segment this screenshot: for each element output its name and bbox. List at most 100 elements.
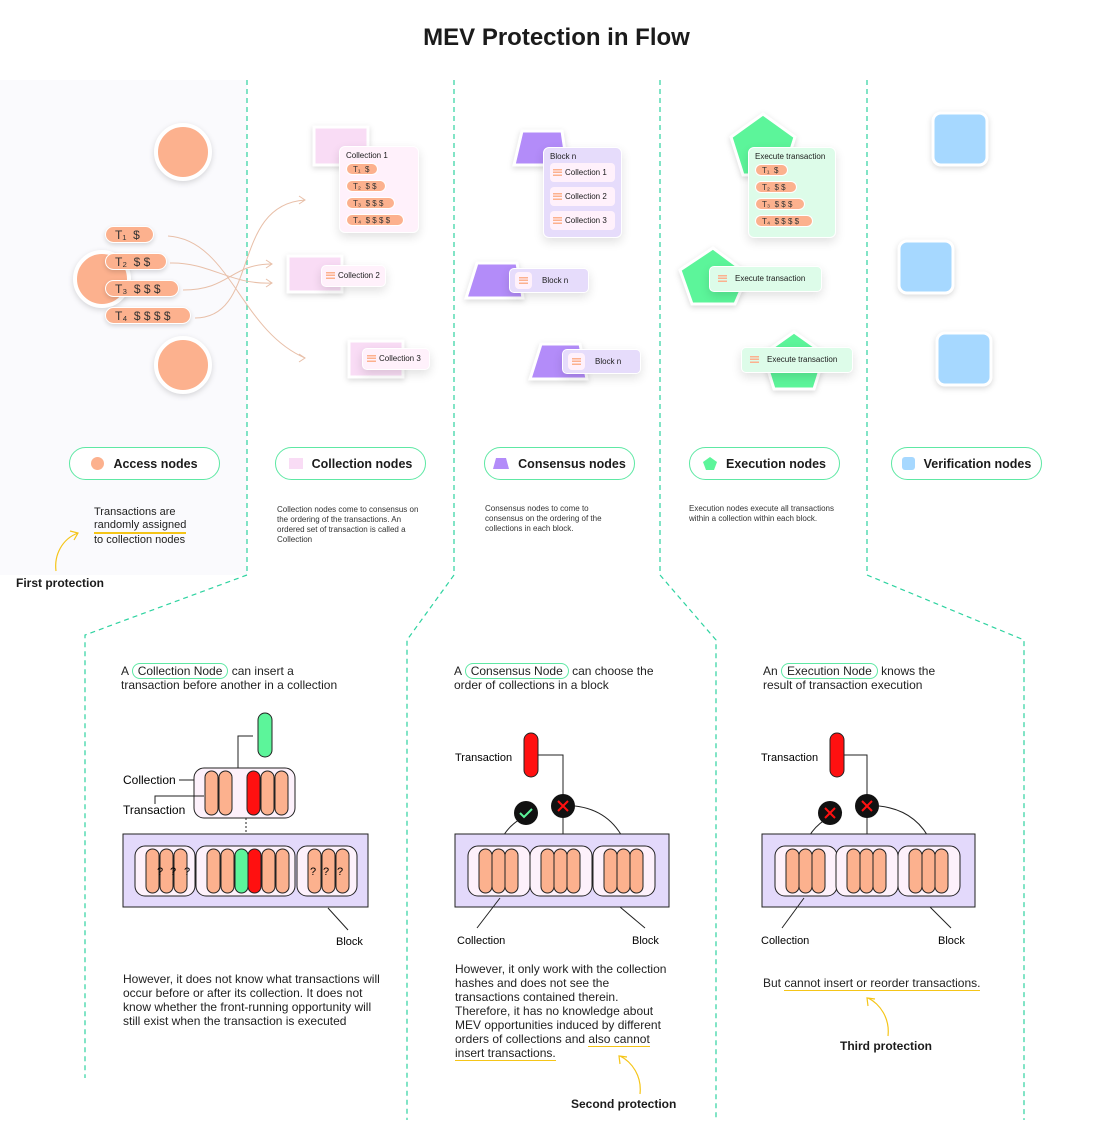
transaction-bar <box>785 848 800 894</box>
panel3-diagram: Transaction Collection Block <box>761 732 976 947</box>
transaction-bar <box>540 848 555 894</box>
verification-node-square <box>897 239 955 295</box>
divider-line <box>84 80 248 1078</box>
svg-text:?: ? <box>323 866 329 878</box>
transaction-bar <box>859 848 874 894</box>
transaction-bar <box>523 732 539 778</box>
panel1-diagram: Collection Transaction ??? ??? Block <box>122 712 369 948</box>
transaction-bar <box>173 848 188 894</box>
panel3-intro: An Execution Node knows the result of tra… <box>763 663 936 692</box>
transaction-pill: T₁ $ <box>755 164 788 176</box>
list-icon <box>568 353 585 371</box>
tx-label: T₂ <box>115 255 127 269</box>
transaction-bar <box>566 848 581 894</box>
collection-card: Collection 1 T₁ $ T₂ $ $ T₃ $ $ $ T₄ $ $… <box>339 146 419 233</box>
square-icon <box>288 458 303 469</box>
list-icon <box>750 355 759 364</box>
panel2-diagram: Transaction Collection Block <box>454 732 670 947</box>
divider-line <box>406 80 455 1120</box>
consensus-description: Consensus nodes to come to consensus on … <box>485 504 602 533</box>
transaction-pill: T₄ $ $ $ $ <box>346 214 404 226</box>
arrowheads <box>265 195 306 363</box>
card-title: Execute transaction <box>755 152 826 161</box>
divider-line <box>659 80 717 1120</box>
transaction-pill: T₂ $ $ <box>105 253 167 270</box>
block-label: Block <box>336 936 363 948</box>
block-collection-item: Collection 3 <box>550 211 615 230</box>
svg-text:?: ? <box>170 866 176 878</box>
verification-node-square <box>931 111 989 167</box>
svg-text:?: ? <box>310 866 316 878</box>
transaction-label: Transaction <box>761 752 818 764</box>
transaction-bar <box>246 770 261 816</box>
block-collection-item: Collection 1 <box>550 163 615 182</box>
panel1-intro: A Collection Node can insert a transactio… <box>121 663 338 692</box>
transaction-bar <box>811 848 826 894</box>
highlight-arrow-icon <box>618 1055 641 1095</box>
transaction-pill: T₂ $ $ <box>346 180 386 192</box>
divider-line <box>866 80 1025 1120</box>
transaction-label: Transaction <box>123 803 185 817</box>
list-icon <box>553 192 562 201</box>
transaction-bar <box>261 848 276 894</box>
list-icon <box>515 272 532 290</box>
transaction-bar <box>504 848 519 894</box>
transaction-bar <box>206 848 221 894</box>
collection-tag: Collection 2 <box>321 265 386 287</box>
transaction-bar <box>218 770 233 816</box>
transaction-bar <box>247 848 262 894</box>
node-highlight: Execution Node <box>781 663 878 679</box>
list-icon <box>553 216 562 225</box>
execute-tag: Execute transaction <box>709 266 822 292</box>
verification-node-square <box>935 331 993 387</box>
card-title: Block n <box>550 152 577 161</box>
check-icon <box>514 801 538 825</box>
collection-label: Collection <box>123 773 176 787</box>
first-protection-label: First protection <box>16 576 105 590</box>
transaction-bar <box>553 848 568 894</box>
svg-text:?: ? <box>157 866 163 878</box>
tx-label: T₁ <box>115 228 127 242</box>
transaction-pill: T₃ $ $ $ <box>346 197 395 209</box>
transaction-bar <box>275 848 290 894</box>
transaction-bar <box>629 848 644 894</box>
panel3-body: But cannot insert or reorder transaction… <box>763 976 981 991</box>
highlight-arrow-icon <box>55 530 79 572</box>
block-tag: Block n <box>562 349 641 374</box>
legend-verification-nodes: Verification nodes <box>891 447 1042 480</box>
block-label: Block <box>938 935 965 947</box>
execution-description: Execution nodes execute all transactions… <box>689 504 834 523</box>
assignment-arrow <box>194 199 306 319</box>
block-collection-item: Collection 2 <box>550 187 615 206</box>
transaction-pill: T₄ $ $ $ $ <box>755 215 813 227</box>
block-label: Block <box>632 935 659 947</box>
transaction-bar <box>274 770 289 816</box>
svg-text:?: ? <box>337 866 343 878</box>
tx-value: $ $ $ $ <box>133 309 171 323</box>
tx-label: T₃ <box>115 282 128 296</box>
transaction-bar <box>616 848 631 894</box>
second-protection-label: Second protection <box>571 1097 677 1111</box>
new-transaction <box>257 712 273 758</box>
panel2-body: However, it only work with the collectio… <box>455 962 667 1061</box>
panel1-body: However, it does not know what transacti… <box>123 972 380 1028</box>
transaction-pill: T₂ $ $ <box>755 181 797 193</box>
svg-text:?: ? <box>184 866 190 878</box>
transaction-pill: T₄ $ $ $ $ <box>105 307 191 324</box>
transaction-bar <box>321 848 336 894</box>
transaction-bar <box>846 848 861 894</box>
assignment-arrow <box>169 262 273 284</box>
pentagon-icon <box>702 457 717 470</box>
legend-access-nodes: Access nodes <box>69 447 220 480</box>
transaction-pill: T₃ $ $ $ <box>755 198 805 210</box>
collection-description: Collection nodes come to consensus on th… <box>277 505 419 544</box>
transaction-bar <box>491 848 506 894</box>
execute-tag: Execute transaction <box>741 347 853 373</box>
transaction-label: Transaction <box>455 752 512 764</box>
transaction-bar <box>872 848 887 894</box>
transaction-bar <box>204 770 219 816</box>
legend-collection-nodes: Collection nodes <box>275 447 426 480</box>
trapezoid-icon <box>493 458 510 469</box>
node-highlight: Consensus Node <box>464 663 569 679</box>
